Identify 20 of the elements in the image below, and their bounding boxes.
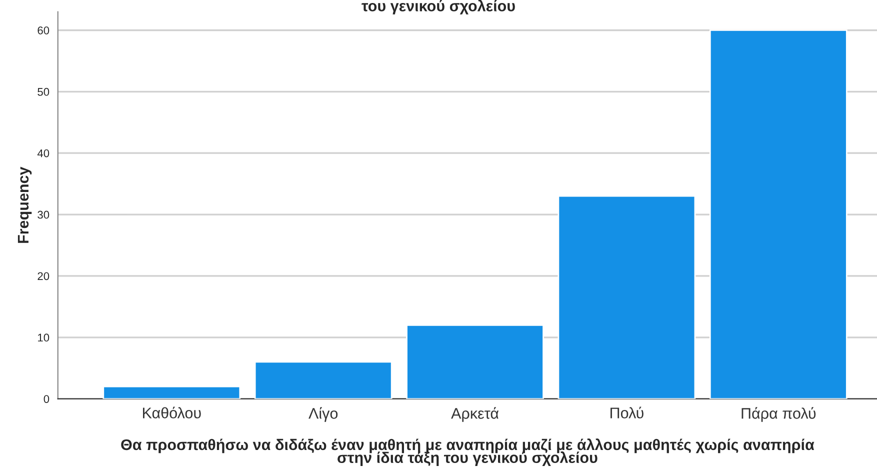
y-tick-label: 10 bbox=[38, 334, 50, 342]
y-tick-label: 20 bbox=[38, 272, 50, 280]
x-tick-label: Πάρα πολύ bbox=[742, 407, 816, 422]
bar bbox=[709, 30, 848, 399]
y-tick-label: 50 bbox=[38, 88, 50, 96]
bar bbox=[102, 386, 241, 399]
bar bbox=[406, 324, 544, 399]
y-tick-label: 60 bbox=[38, 26, 50, 34]
x-tick-label: Λίγο bbox=[308, 407, 338, 422]
x-tick-label: Πολύ bbox=[610, 406, 644, 418]
y-tick-label: 30 bbox=[38, 210, 50, 219]
y-axis-title: Frequency bbox=[18, 166, 32, 243]
x-tick-label: Αρκετά bbox=[451, 407, 499, 422]
chart-title: του γενικού σχολείου bbox=[362, 0, 515, 14]
x-tick-label: Καθόλου bbox=[143, 406, 201, 418]
y-tick-label: 0 bbox=[44, 395, 50, 403]
y-tick-label: 40 bbox=[37, 149, 50, 158]
bar bbox=[558, 195, 696, 399]
bar bbox=[254, 361, 392, 399]
x-axis-title: Θα προσπαθήσω να διδάξω έναν μαθητή με αναπηρία μαζί με άλλους μαθητές χωρίς αναπηρία στην ίδια τάξη του γενικού σχολείου bbox=[121, 438, 814, 466]
